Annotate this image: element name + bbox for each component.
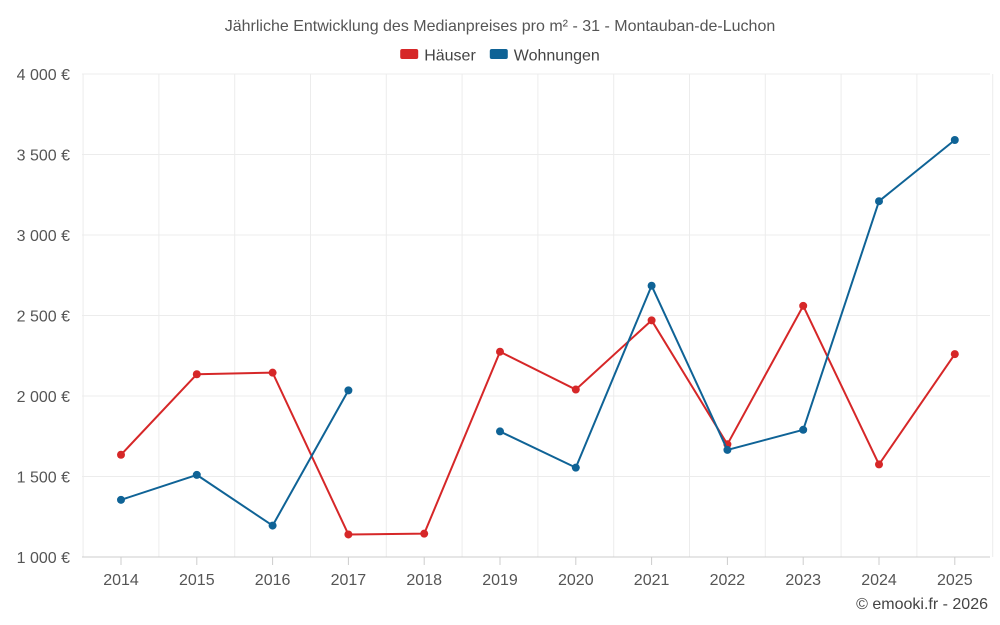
y-tick-label: 2 000 € bbox=[17, 389, 70, 406]
y-tick-label: 1 500 € bbox=[17, 470, 70, 487]
data-point[interactable] bbox=[268, 368, 277, 377]
data-point[interactable] bbox=[647, 316, 656, 325]
data-point[interactable] bbox=[496, 347, 504, 356]
chart-title: Jährliche Entwicklung des Medianpreises … bbox=[225, 18, 776, 35]
data-point[interactable] bbox=[496, 427, 504, 436]
data-point[interactable] bbox=[723, 445, 732, 454]
legend-label: Häuser bbox=[424, 48, 476, 65]
series-layer bbox=[117, 136, 959, 539]
legend-label: Wohnungen bbox=[514, 48, 600, 65]
data-point[interactable] bbox=[420, 529, 429, 538]
data-point[interactable] bbox=[117, 450, 125, 459]
x-tick-label: 2017 bbox=[331, 572, 367, 589]
y-tick-label: 3 000 € bbox=[17, 228, 70, 245]
axes: 1 000 € 1 500 € 2 000 € 2 500 € 3 000 € 3 500… bbox=[17, 67, 990, 589]
data-point[interactable] bbox=[647, 281, 656, 290]
data-point[interactable] bbox=[950, 350, 959, 359]
x-tick-label: 2019 bbox=[482, 572, 518, 589]
series-wohnungen bbox=[117, 136, 959, 530]
data-point[interactable] bbox=[799, 425, 808, 434]
data-point[interactable] bbox=[875, 460, 883, 469]
x-tick-label: 2025 bbox=[937, 572, 973, 589]
x-tick-label: 2018 bbox=[406, 572, 442, 589]
data-point[interactable] bbox=[875, 197, 883, 206]
legend-item[interactable]: Häuser bbox=[400, 48, 476, 65]
x-tick-label: 2014 bbox=[103, 572, 139, 589]
y-tick-label: 3 500 € bbox=[17, 148, 70, 165]
data-point[interactable] bbox=[192, 470, 201, 479]
legend-swatch bbox=[400, 49, 419, 59]
data-point[interactable] bbox=[192, 370, 201, 379]
y-tick-label: 1 000 € bbox=[17, 550, 70, 567]
credit-text: © emooki.fr - 2026 bbox=[856, 596, 988, 613]
grid bbox=[82, 73, 994, 557]
legend: Häuser Wohnungen bbox=[400, 48, 600, 65]
x-tick-label: 2021 bbox=[634, 572, 670, 589]
data-point[interactable] bbox=[117, 495, 125, 504]
data-point[interactable] bbox=[571, 463, 580, 472]
data-point[interactable] bbox=[344, 386, 353, 395]
data-point[interactable] bbox=[268, 521, 277, 530]
data-point[interactable] bbox=[571, 385, 580, 394]
legend-swatch bbox=[489, 49, 508, 59]
series-line bbox=[120, 304, 956, 536]
data-point[interactable] bbox=[799, 301, 808, 310]
x-tick-label: 2024 bbox=[861, 572, 897, 589]
x-tick-label: 2016 bbox=[255, 572, 291, 589]
y-tick-label: 2 500 € bbox=[17, 309, 70, 326]
series-line bbox=[499, 139, 956, 469]
data-point[interactable] bbox=[950, 136, 959, 145]
x-tick-label: 2022 bbox=[710, 572, 746, 589]
series-h-user bbox=[117, 301, 959, 539]
x-tick-label: 2023 bbox=[785, 572, 821, 589]
x-tick-label: 2020 bbox=[558, 572, 594, 589]
series-line bbox=[120, 389, 350, 527]
x-tick-label: 2015 bbox=[179, 572, 215, 589]
y-tick-label: 4 000 € bbox=[17, 67, 70, 84]
legend-item[interactable]: Wohnungen bbox=[489, 48, 600, 65]
data-point[interactable] bbox=[344, 530, 353, 539]
